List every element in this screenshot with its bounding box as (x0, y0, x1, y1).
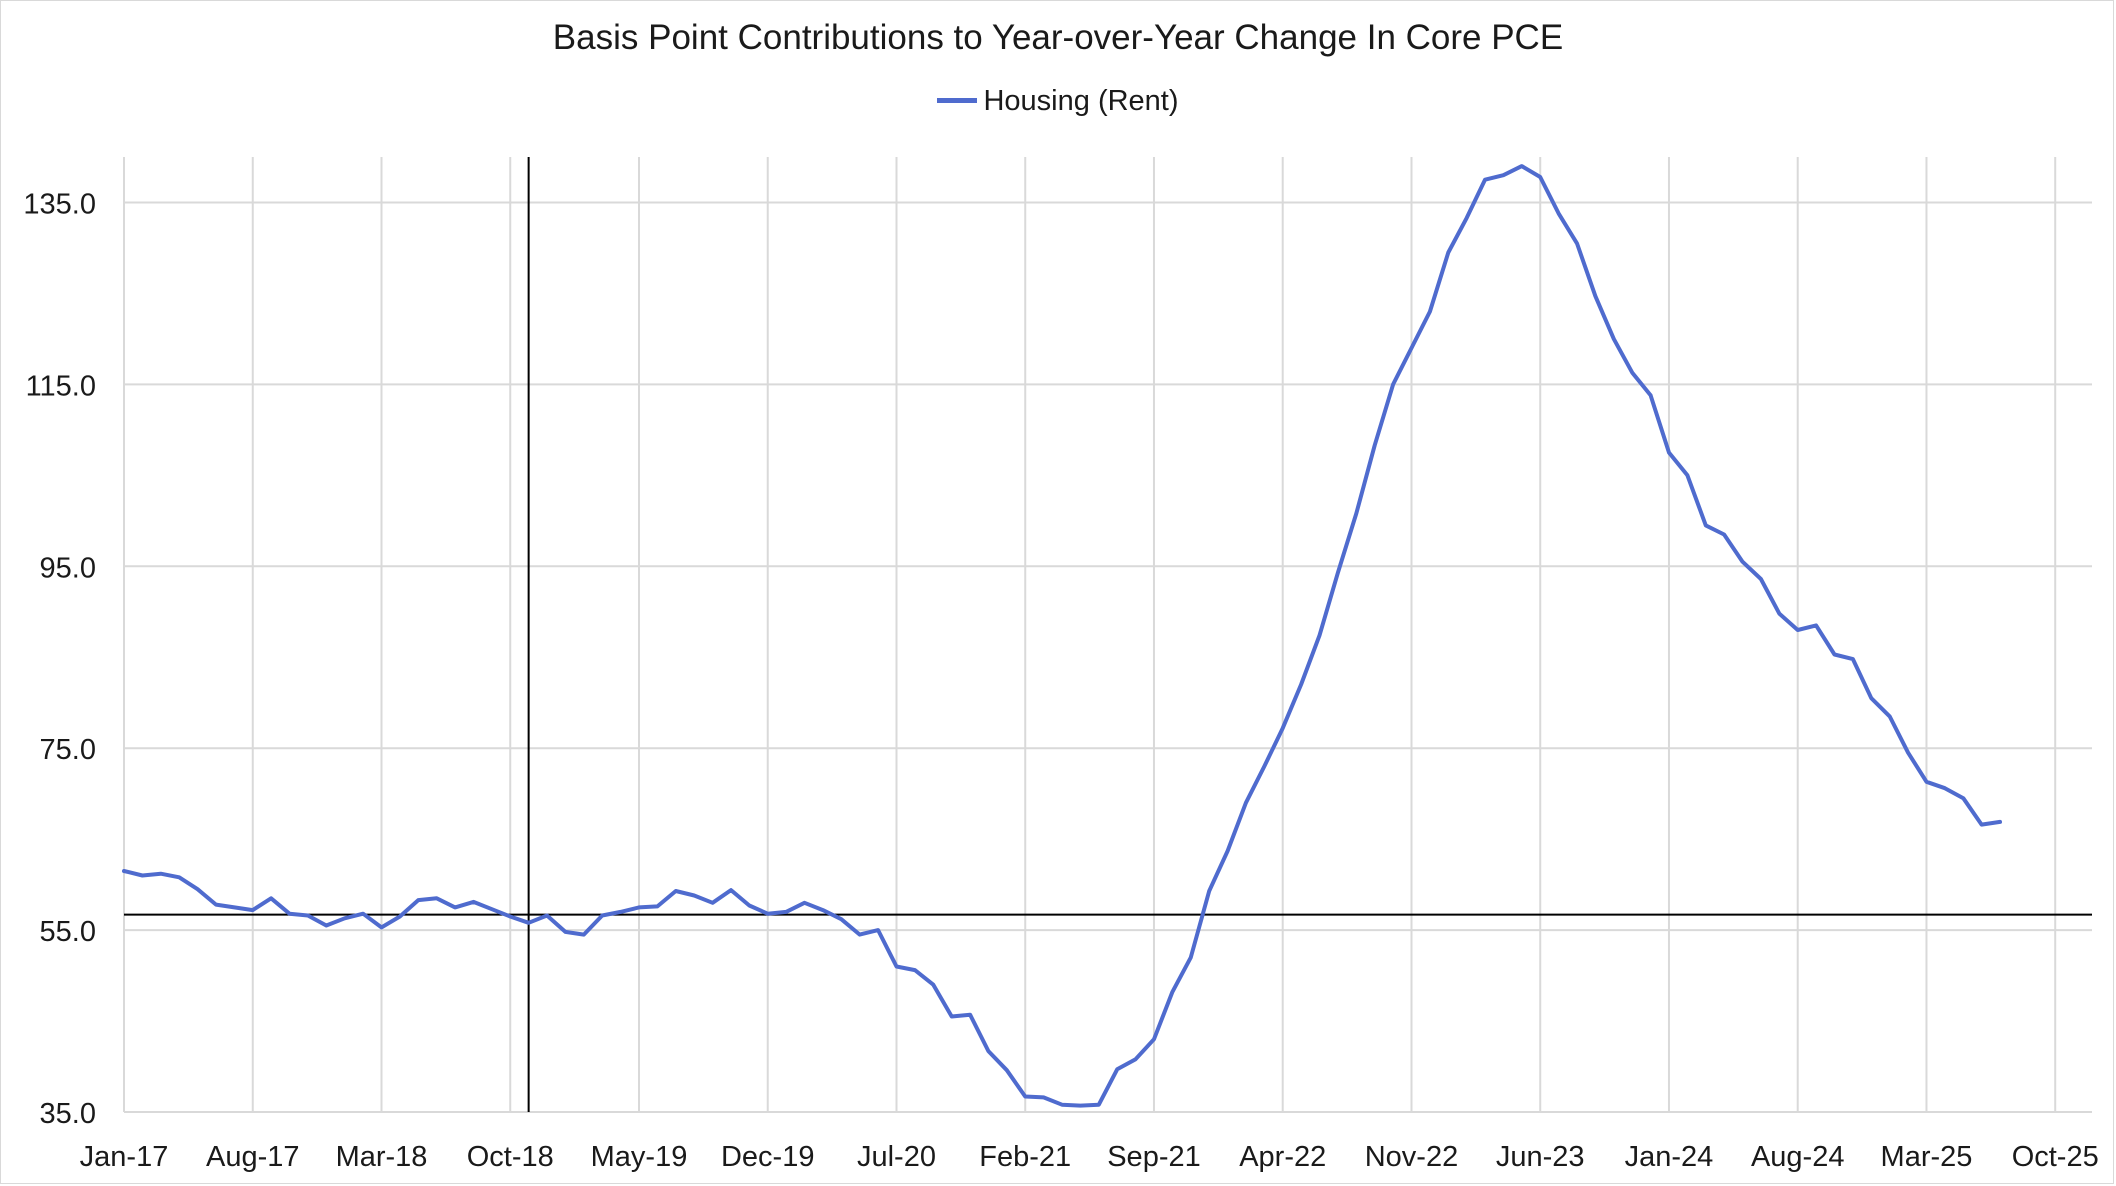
x-tick-label: Dec-19 (721, 1141, 815, 1173)
x-tick-label: Sep-21 (1107, 1141, 1201, 1173)
legend-swatch-housing (937, 97, 978, 103)
series-layer (122, 164, 2002, 1108)
series-line-housing-rent (122, 164, 2002, 1108)
chart-title: Basis Point Contributions to Year-over-Y… (552, 18, 1564, 57)
y-tick-label: 75.0 (40, 734, 96, 766)
y-axis-tick-labels: 35.0 55.0 75.0 95.0 115.0 135.0 (23, 188, 96, 1130)
x-tick-label: Oct-18 (467, 1141, 554, 1173)
x-tick-label: Aug-17 (206, 1141, 300, 1173)
y-tick-label: 35.0 (40, 1098, 96, 1130)
legend-label-housing: Housing (Rent) (983, 85, 1179, 117)
x-axis-tick-labels: Jan-17 Aug-17 Mar-18 Oct-18 May-19 Dec-19 Jul-… (80, 1141, 2099, 1173)
x-tick-label: Jul-20 (857, 1141, 936, 1173)
x-tick-label: Apr-22 (1239, 1141, 1326, 1173)
x-tick-label: Jun-23 (1496, 1141, 1585, 1173)
y-tick-label: 135.0 (23, 188, 96, 220)
y-tick-label: 115.0 (26, 370, 96, 402)
chart-legend: Housing (Rent) (0, 85, 2116, 118)
horizontal-gridlines (124, 201, 2092, 1113)
x-tick-label: Aug-24 (1751, 1141, 1845, 1173)
x-tick-label: Feb-21 (979, 1141, 1071, 1173)
x-tick-label: Jan-24 (1625, 1141, 1714, 1173)
x-tick-label: May-19 (591, 1141, 688, 1173)
x-tick-label: Mar-18 (336, 1141, 428, 1173)
x-tick-label: Oct-25 (2012, 1141, 2099, 1173)
vertical-gridlines (123, 157, 2057, 1112)
x-tick-label: Jan-17 (80, 1141, 169, 1173)
y-tick-label: 95.0 (40, 552, 96, 584)
x-tick-label: Mar-25 (1881, 1141, 1973, 1173)
y-tick-label: 55.0 (40, 916, 96, 948)
reference-lines (124, 157, 2092, 1112)
x-tick-label: Nov-22 (1365, 1141, 1459, 1173)
